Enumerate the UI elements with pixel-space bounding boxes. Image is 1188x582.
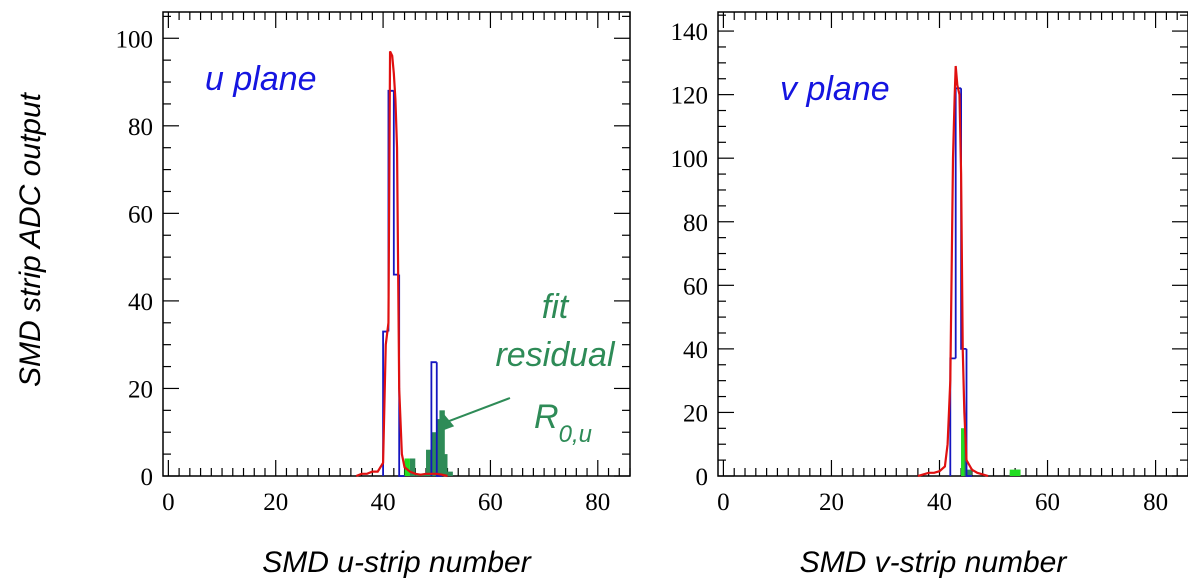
residual-bar-light bbox=[1009, 469, 1021, 476]
y-tick-label: 20 bbox=[683, 400, 708, 427]
residual-bar bbox=[426, 449, 432, 476]
residual-bar bbox=[442, 454, 448, 476]
fit-line bbox=[355, 50, 448, 478]
x-tick-label: 0 bbox=[717, 489, 730, 516]
x-axis-title: SMD u-strip number bbox=[262, 546, 531, 579]
y-axis-title: SMD strip ADC output bbox=[14, 91, 47, 387]
x-tick-label: 40 bbox=[371, 489, 396, 516]
residual-bar-light bbox=[404, 458, 410, 476]
y-tick-label: 0 bbox=[141, 464, 154, 491]
x-tick-label: 20 bbox=[263, 489, 288, 516]
residual-bar bbox=[431, 432, 437, 476]
y-tick-label: 60 bbox=[683, 273, 708, 300]
plot-frame bbox=[717, 11, 1188, 477]
annotation-subscript: 0,u bbox=[559, 421, 592, 448]
y-tick-label: 100 bbox=[671, 146, 709, 173]
u-plane-panel: 0 20 40 60 80 0 20 40 60 80 100 u plane SMD u-strip … bbox=[116, 11, 631, 579]
annotation-arrow-head bbox=[438, 414, 455, 433]
fit-line bbox=[917, 65, 989, 478]
x-tick-label: 0 bbox=[162, 489, 175, 516]
annotation-arrow bbox=[445, 397, 511, 424]
y-tick-label: 60 bbox=[128, 201, 153, 228]
residual-bar bbox=[439, 410, 445, 476]
plane-label: v plane bbox=[780, 70, 890, 108]
annotation-line: residual bbox=[495, 336, 616, 374]
y-tick-label: 120 bbox=[671, 83, 709, 110]
residual-bar bbox=[447, 471, 453, 476]
annotation-line: fit bbox=[542, 288, 570, 326]
y-tick-label: 80 bbox=[128, 114, 153, 141]
residual-bar bbox=[409, 458, 416, 476]
y-tick-label: 140 bbox=[671, 19, 709, 46]
y-tick-label: 100 bbox=[116, 26, 154, 53]
y-tick-label: 20 bbox=[128, 376, 153, 403]
data-histogram bbox=[382, 89, 443, 477]
x-tick-label: 60 bbox=[1035, 489, 1060, 516]
y-tick-label: 80 bbox=[683, 210, 708, 237]
x-tick-label: 20 bbox=[819, 489, 844, 516]
v-plane-panel: 0 20 40 60 80 0 20 40 60 80 100 120 140 v plane SMD v-… bbox=[671, 11, 1188, 579]
residual-bar bbox=[436, 419, 443, 476]
y-tick-label: 40 bbox=[683, 337, 708, 364]
residual-bar bbox=[966, 469, 972, 476]
residual-bar-light bbox=[961, 428, 965, 476]
x-tick-label: 40 bbox=[927, 489, 952, 516]
x-tick-label: 60 bbox=[478, 489, 503, 516]
annotation-symbol: R0,u bbox=[534, 398, 592, 448]
plane-label: u plane bbox=[205, 60, 317, 98]
plot-frame bbox=[162, 11, 631, 477]
y-tick-label: 0 bbox=[696, 464, 709, 491]
x-tick-label: 80 bbox=[1143, 489, 1168, 516]
y-tick-label: 40 bbox=[128, 289, 153, 316]
x-axis-title: SMD v-strip number bbox=[800, 546, 1068, 579]
x-tick-label: 80 bbox=[585, 489, 610, 516]
